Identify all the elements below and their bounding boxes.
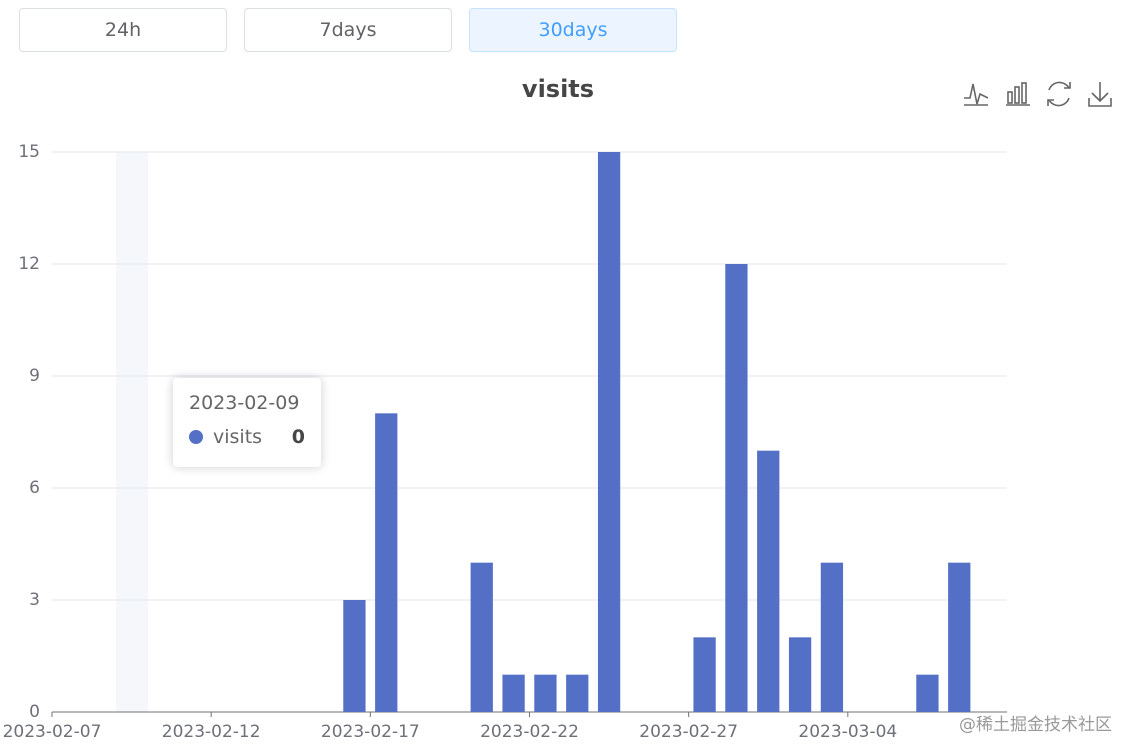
tab-button[interactable]: 24h — [19, 8, 227, 52]
bar — [916, 674, 939, 712]
bar — [693, 637, 716, 712]
bar — [534, 674, 557, 712]
bar — [597, 152, 621, 712]
bar — [343, 600, 366, 712]
watermark: @稀土掘金技术社区 — [959, 715, 1112, 735]
restore-icon[interactable] — [1047, 81, 1071, 107]
download-icon[interactable] — [1088, 82, 1112, 107]
bar — [757, 450, 780, 712]
y-tick-label: 6 — [29, 478, 40, 498]
y-tick-label: 12 — [18, 254, 40, 274]
x-tick-label: 2023-02-17 — [321, 722, 420, 742]
x-tick-label: 2023-02-12 — [162, 722, 261, 742]
tooltip: 2023-02-09 visits 0 — [173, 378, 321, 467]
bar-icon[interactable] — [1006, 82, 1030, 106]
y-tick-label: 0 — [29, 702, 40, 722]
y-tick-label: 9 — [29, 366, 40, 386]
toolbox — [964, 81, 1112, 107]
bar — [820, 562, 844, 712]
chart-title: visits — [522, 75, 594, 103]
x-tick-label: 2023-02-07 — [3, 722, 102, 742]
y-tick-label: 15 — [18, 142, 40, 162]
x-tick-label: 2023-02-27 — [639, 722, 738, 742]
tab-button[interactable]: 30days — [469, 8, 677, 52]
x-tick-label: 2023-02-22 — [480, 722, 579, 742]
bar — [725, 264, 748, 712]
bar — [566, 674, 589, 712]
tooltip-value: 0 — [291, 426, 305, 448]
bar — [470, 562, 493, 712]
bar — [788, 637, 812, 712]
tooltip-series: visits — [213, 426, 263, 448]
bar — [948, 562, 971, 712]
line-icon[interactable] — [964, 83, 989, 106]
tooltip-title: 2023-02-09 — [189, 392, 300, 414]
bar — [502, 674, 525, 712]
tab-button[interactable]: 7days — [244, 8, 452, 52]
axis-pointer-shadow — [116, 152, 148, 712]
bar — [375, 413, 398, 712]
x-tick-label: 2023-03-04 — [798, 722, 897, 742]
y-tick-label: 3 — [29, 590, 40, 610]
